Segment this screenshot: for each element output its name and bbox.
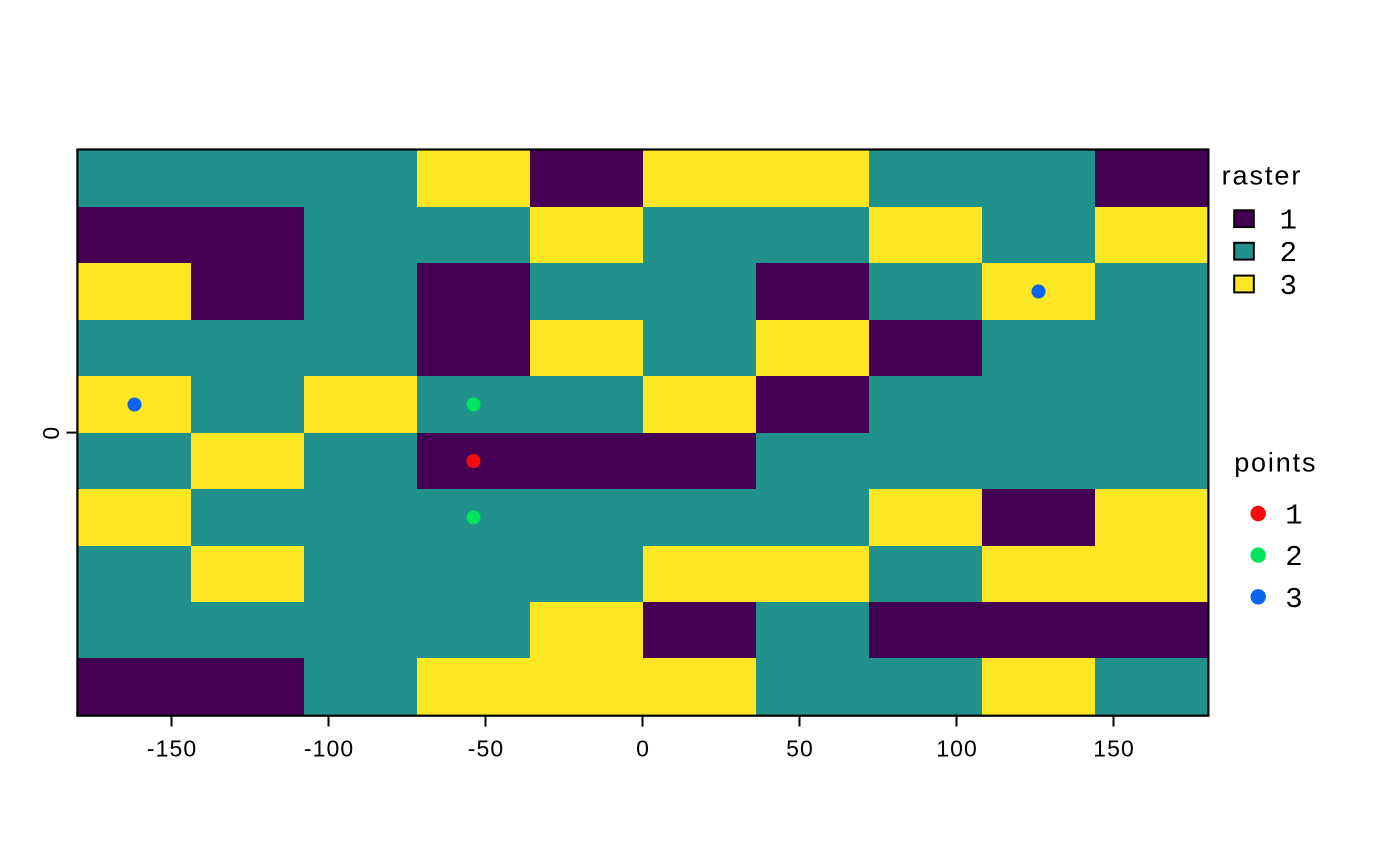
svg-text:-100: -100	[304, 736, 354, 762]
svg-text:1: 1	[1280, 205, 1297, 238]
svg-text:-150: -150	[147, 736, 197, 762]
svg-text:50: 50	[786, 736, 814, 762]
svg-text:2: 2	[1280, 237, 1297, 270]
svg-text:0: 0	[636, 736, 650, 762]
svg-text:-50: -50	[468, 736, 505, 762]
svg-text:3: 3	[1285, 583, 1302, 616]
svg-text:2: 2	[1285, 541, 1302, 574]
svg-text:3: 3	[1280, 270, 1297, 303]
svg-text:100: 100	[936, 736, 978, 762]
svg-text:150: 150	[1093, 736, 1135, 762]
svg-text:1: 1	[1285, 500, 1302, 533]
svg-text:0: 0	[38, 426, 64, 440]
svg-text:points: points	[1234, 448, 1317, 478]
svg-text:raster: raster	[1222, 161, 1303, 191]
